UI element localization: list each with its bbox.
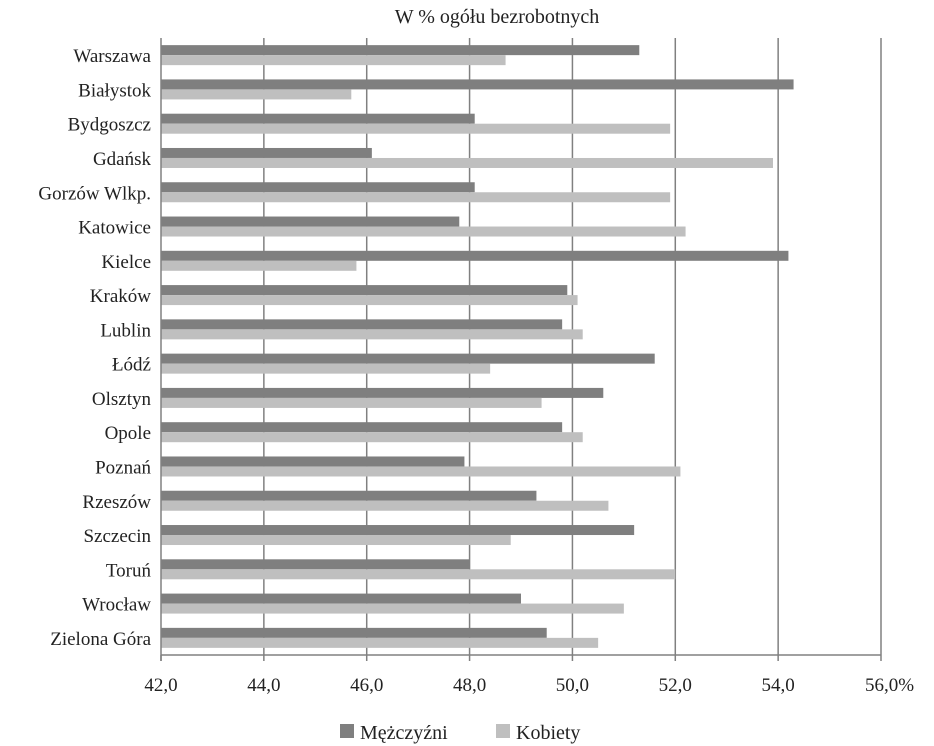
bar-men [161,627,547,638]
category-label: Gorzów Wlkp. [38,183,151,204]
category-label: Łódź [112,355,151,376]
bar-men [161,525,635,536]
bar-men [161,147,372,158]
category-label: Wrocław [82,595,151,616]
category-label: Bydgoszcz [68,115,151,136]
bar-men [161,285,568,296]
category-label: Rzeszów [82,492,151,513]
bar-women [161,295,578,306]
category-label: Warszawa [73,46,151,67]
bar-men [161,250,789,261]
bar-women [161,55,506,66]
x-axis-ticks: 42,0 44,0 46,0 48,0 50,0 52,0 54,0 56,0% [144,654,914,696]
x-tick-label: 54,0 [762,675,795,696]
bar-women [161,123,671,134]
bar-women [161,569,676,580]
bar-men [161,353,655,364]
x-tick-label: 56,0% [865,675,914,696]
category-label: Szczecin [83,526,151,547]
category-label: Kielce [101,252,151,273]
bar-men [161,559,470,570]
bar-women [161,89,352,100]
legend-swatch-women [496,724,510,738]
category-label: Białystok [78,80,151,101]
category-label: Lublin [100,320,151,341]
bar-men [161,456,465,467]
chart-title: W % ogółu bezrobotnych [395,6,600,28]
category-labels: Warszawa Białystok Bydgoszcz Gdańsk Gorzów W… [38,46,151,650]
bar-men [161,79,794,90]
category-label: Olsztyn [92,389,152,410]
bar-women [161,226,686,237]
x-tick-label: 52,0 [659,675,692,696]
bar-women [161,192,671,203]
category-label: Kraków [90,286,151,307]
bar-men [161,387,604,398]
bars [161,45,794,648]
legend-swatch-men [340,724,354,738]
bar-women [161,535,511,546]
category-label: Katowice [78,218,151,239]
x-tick-label: 48,0 [453,675,486,696]
x-tick-label: 44,0 [247,675,280,696]
bar-men [161,113,475,124]
bar-women [161,637,599,648]
legend: Mężczyźni Kobiety [340,722,580,744]
bar-men [161,319,563,330]
bar-women [161,603,624,614]
x-tick-label: 46,0 [350,675,383,696]
category-label: Zielona Góra [50,629,151,650]
category-label: Gdańsk [93,149,152,170]
category-label: Opole [105,423,151,444]
x-tick-label: 50,0 [556,675,589,696]
bar-men [161,45,640,56]
bar-women [161,329,583,340]
gridlines [263,38,882,655]
legend-label-women: Kobiety [516,722,580,744]
bar-women [161,397,542,408]
bar-women [161,500,609,511]
bar-men [161,216,460,227]
bar-women [161,260,357,271]
legend-label-men: Mężczyźni [360,722,448,744]
bar-women [161,363,491,374]
bar-men [161,182,475,193]
category-label: Toruń [106,560,152,581]
category-label: Poznań [95,457,151,478]
x-tick-label: 42,0 [144,675,177,696]
bar-women [161,157,773,168]
bar-women [161,466,681,477]
bar-men [161,490,537,501]
bar-men [161,422,563,433]
bar-women [161,432,583,443]
bar-men [161,593,521,604]
